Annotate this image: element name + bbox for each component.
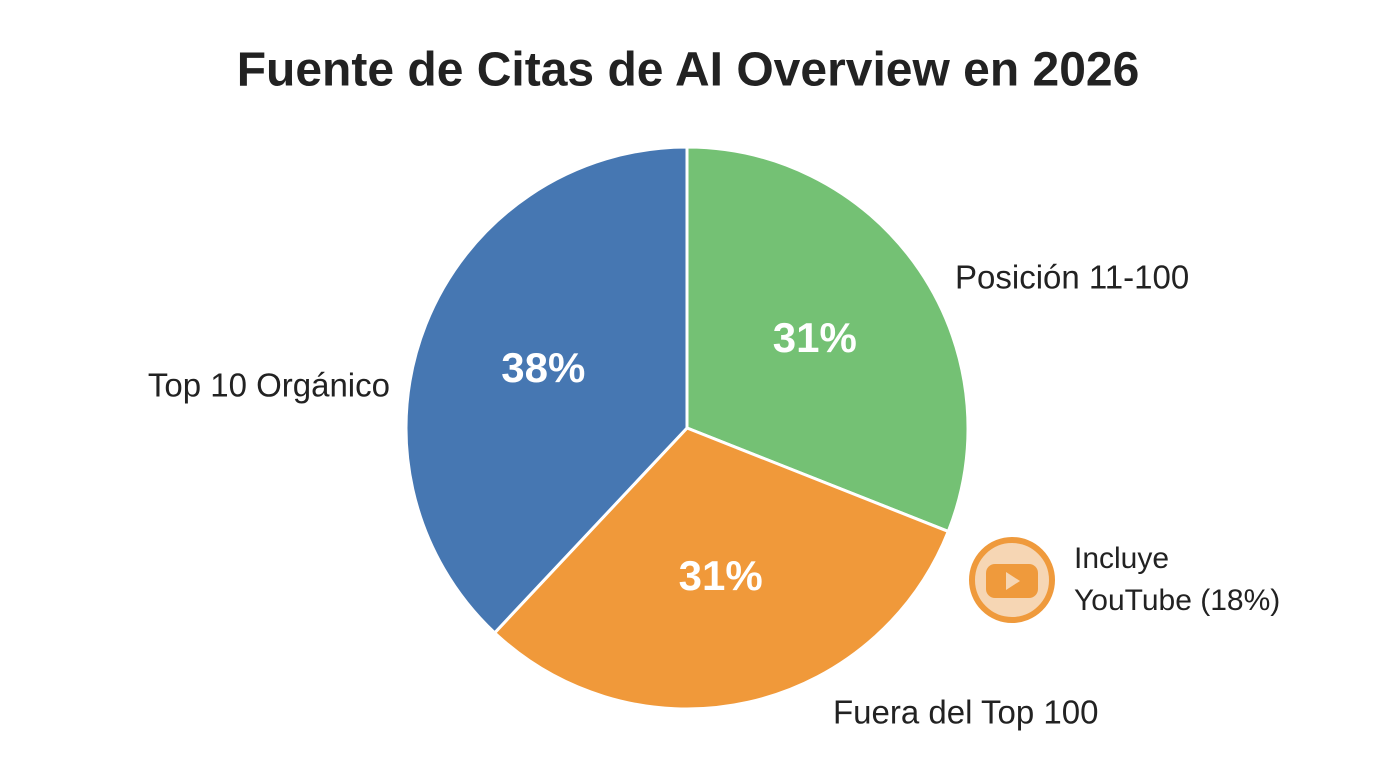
chart-title: Fuente de Citas de AI Overview en 2026 (237, 44, 1140, 97)
icon-play (1006, 572, 1020, 590)
pie-slice (492, 426, 951, 711)
youtube-icon (969, 537, 1055, 623)
category-label: Top 10 Orgánico (148, 367, 390, 404)
category-label: Posición 11-100 (955, 259, 1189, 296)
pie (404, 145, 970, 711)
category-label: Fuera del Top 100 (833, 694, 1098, 731)
data-label: 31% (679, 552, 763, 599)
pie-slice (404, 145, 689, 635)
data-label: 31% (773, 314, 857, 361)
annotation-line: YouTube (18%) (1074, 584, 1280, 617)
annotation-line: Incluye (1074, 542, 1169, 575)
pie-slice (685, 145, 970, 534)
data-label: 38% (501, 344, 585, 391)
